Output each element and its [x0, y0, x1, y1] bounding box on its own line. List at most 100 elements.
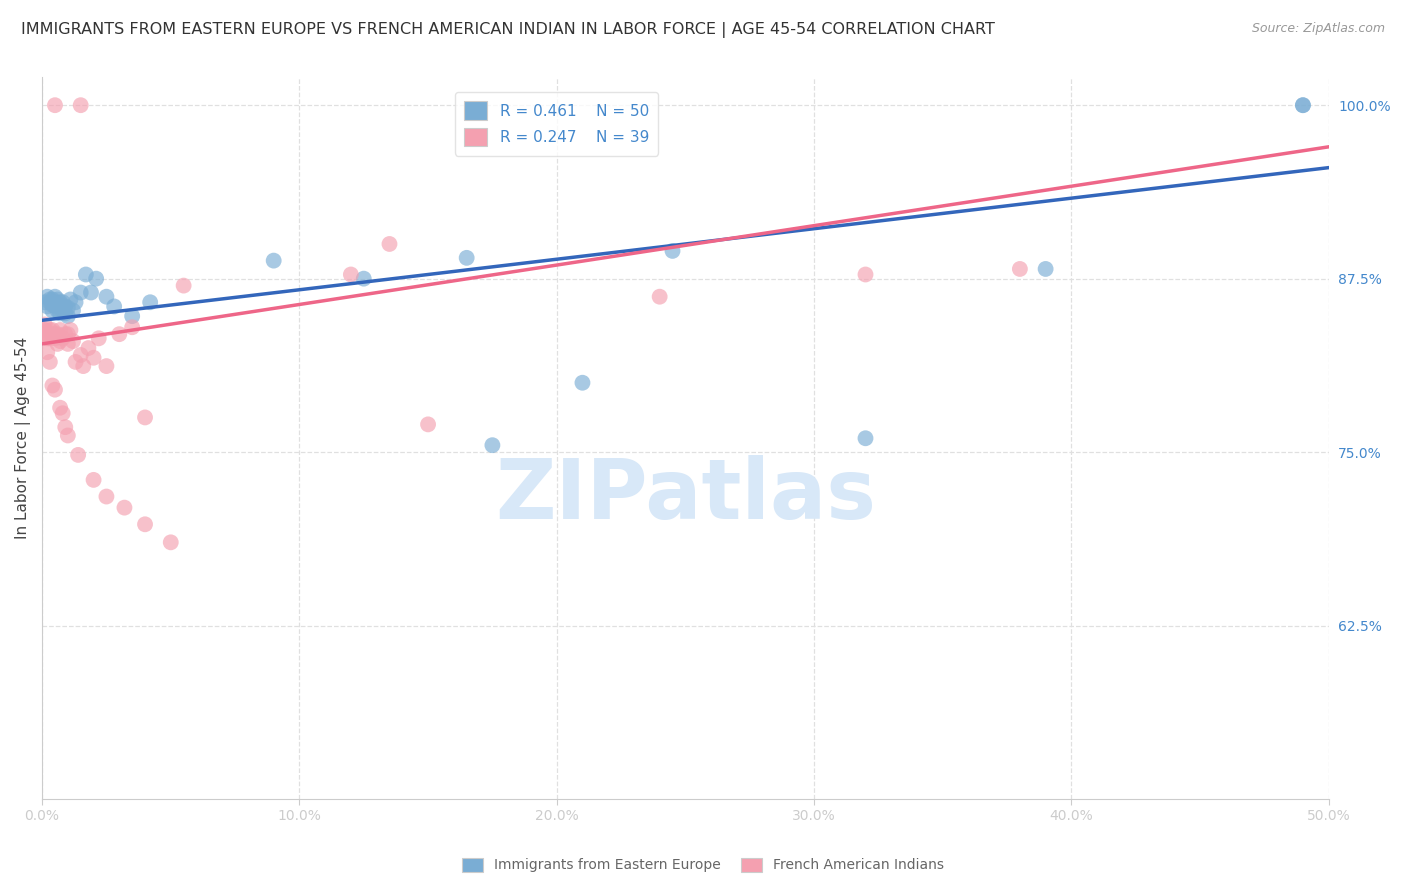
- Point: [353, 271, 375, 285]
- Point: [65, 355, 87, 369]
- Point: [65, 295, 87, 310]
- Point: [96, 290, 118, 304]
- Point: [56, 337, 79, 351]
- Point: [38, 293, 60, 307]
- Point: [52, 295, 75, 310]
- Point: [34, 318, 56, 332]
- Point: [263, 253, 285, 268]
- Point: [52, 303, 75, 318]
- Point: [46, 337, 69, 351]
- Point: [378, 237, 401, 252]
- Point: [34, 323, 56, 337]
- Point: [46, 298, 69, 312]
- Point: [96, 490, 118, 504]
- Point: [134, 517, 156, 532]
- Point: [37, 345, 59, 359]
- Point: [121, 309, 143, 323]
- Point: [56, 301, 79, 315]
- Point: [69, 98, 91, 112]
- Point: [37, 327, 59, 342]
- Point: [49, 300, 72, 314]
- Point: [41, 323, 63, 337]
- Point: [46, 293, 69, 307]
- Point: [83, 473, 105, 487]
- Point: [44, 295, 66, 310]
- Point: [340, 268, 363, 282]
- Point: [41, 327, 63, 342]
- Point: [1035, 262, 1057, 277]
- Point: [41, 303, 63, 318]
- Point: [103, 300, 125, 314]
- Point: [456, 251, 478, 265]
- Point: [77, 341, 100, 355]
- Text: ZIPatlas: ZIPatlas: [495, 456, 876, 536]
- Legend: R = 0.461    N = 50, R = 0.247    N = 39: R = 0.461 N = 50, R = 0.247 N = 39: [456, 92, 658, 155]
- Point: [134, 410, 156, 425]
- Point: [83, 351, 105, 365]
- Point: [121, 320, 143, 334]
- Point: [44, 383, 66, 397]
- Point: [855, 268, 877, 282]
- Point: [44, 300, 66, 314]
- Point: [62, 334, 84, 348]
- Point: [46, 303, 69, 318]
- Legend: Immigrants from Eastern Europe, French American Indians: Immigrants from Eastern Europe, French A…: [456, 852, 950, 878]
- Point: [416, 417, 439, 432]
- Point: [53, 300, 76, 314]
- Point: [53, 327, 76, 342]
- Point: [53, 420, 76, 434]
- Point: [159, 535, 181, 549]
- Point: [37, 290, 59, 304]
- Point: [571, 376, 593, 390]
- Point: [67, 448, 90, 462]
- Point: [44, 98, 66, 112]
- Point: [59, 293, 82, 307]
- Point: [46, 327, 69, 342]
- Point: [59, 323, 82, 337]
- Point: [34, 295, 56, 310]
- Point: [38, 331, 60, 345]
- Point: [108, 327, 131, 342]
- Point: [481, 438, 503, 452]
- Point: [114, 500, 136, 515]
- Point: [69, 348, 91, 362]
- Point: [69, 285, 91, 300]
- Point: [56, 327, 79, 342]
- Point: [44, 327, 66, 342]
- Point: [41, 378, 63, 392]
- Point: [80, 285, 103, 300]
- Point: [87, 331, 110, 345]
- Point: [41, 293, 63, 307]
- Point: [49, 334, 72, 348]
- Point: [84, 271, 107, 285]
- Point: [139, 295, 162, 310]
- Point: [37, 330, 59, 344]
- Point: [62, 303, 84, 318]
- Point: [648, 290, 671, 304]
- Y-axis label: In Labor Force | Age 45-54: In Labor Force | Age 45-54: [15, 337, 31, 540]
- Point: [56, 309, 79, 323]
- Point: [38, 323, 60, 337]
- Point: [173, 278, 195, 293]
- Point: [53, 306, 76, 320]
- Point: [52, 406, 75, 420]
- Point: [96, 359, 118, 373]
- Point: [52, 300, 75, 314]
- Point: [44, 331, 66, 345]
- Point: [41, 298, 63, 312]
- Point: [72, 359, 94, 373]
- Point: [38, 355, 60, 369]
- Point: [1292, 98, 1315, 112]
- Point: [1008, 262, 1031, 277]
- Text: Source: ZipAtlas.com: Source: ZipAtlas.com: [1251, 22, 1385, 36]
- Point: [37, 300, 59, 314]
- Point: [1292, 98, 1315, 112]
- Point: [49, 295, 72, 310]
- Point: [855, 431, 877, 445]
- Point: [34, 323, 56, 337]
- Point: [49, 306, 72, 320]
- Point: [44, 290, 66, 304]
- Point: [56, 428, 79, 442]
- Point: [37, 331, 59, 345]
- Point: [49, 323, 72, 337]
